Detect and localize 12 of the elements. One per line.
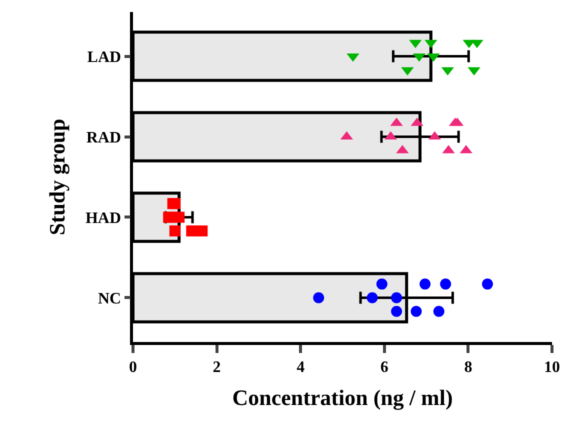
x-axis-title: Concentration (ng / ml)	[232, 384, 453, 410]
x-tick-label: 0	[129, 358, 137, 376]
x-tick-label: 10	[544, 358, 560, 376]
y-tick-label: RAD	[86, 129, 122, 146]
y-tick-label: LAD	[87, 48, 122, 66]
x-tick-label: 8	[464, 358, 472, 376]
x-tick-label: 4	[296, 358, 305, 376]
y-axis-title: Study group	[44, 118, 70, 236]
y-tick-label: NC	[98, 290, 122, 308]
y-tick-label: HAD	[85, 210, 122, 227]
x-tick-label: 2	[212, 358, 221, 376]
x-tick-label: 6	[380, 358, 388, 376]
